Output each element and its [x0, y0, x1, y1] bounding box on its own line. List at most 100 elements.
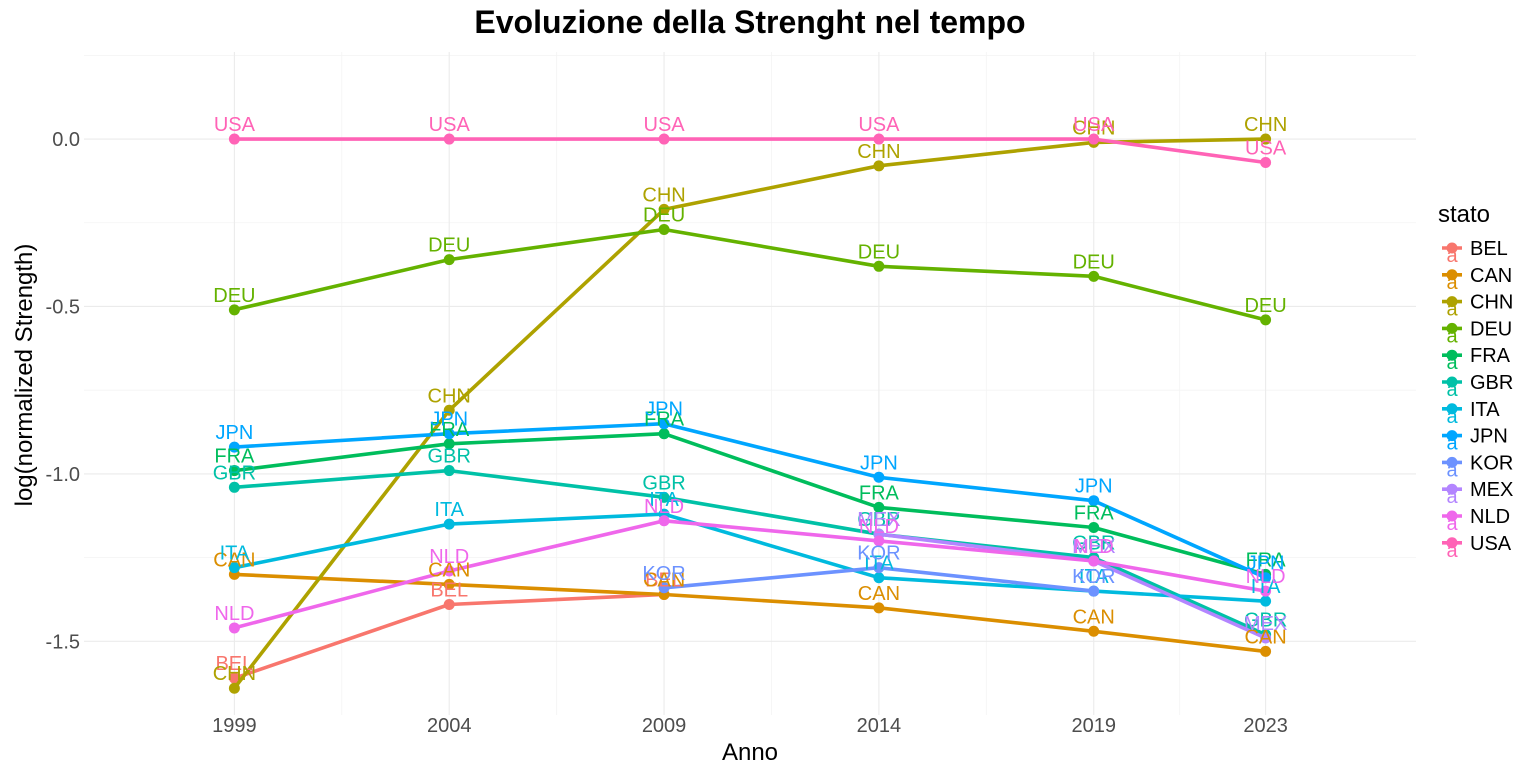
data-label: FRA: [214, 446, 255, 468]
data-point: [1088, 521, 1100, 533]
data-label: JPN: [215, 422, 253, 444]
legend-title: stato: [1438, 201, 1490, 228]
legend-label: JPN: [1470, 426, 1508, 448]
data-point: [443, 465, 455, 477]
series-line-fra: [232, 431, 1268, 577]
series-line-nld: [232, 518, 1268, 630]
legend-point-key: [1446, 510, 1458, 522]
legend-item-can: a CAN: [1442, 265, 1512, 294]
data-label: MEX: [857, 509, 900, 531]
series-line-deu: [232, 227, 1268, 322]
data-point: [873, 602, 885, 614]
data-label: ITA: [220, 543, 250, 565]
y-tick-label: 0.0: [52, 129, 80, 151]
data-point: [873, 535, 885, 547]
legend-item-nld: a NLD: [1442, 506, 1510, 535]
data-label: FRA: [1246, 549, 1287, 571]
data-label: NLD: [859, 516, 899, 538]
data-point: [658, 133, 670, 145]
data-label: ITA: [1079, 566, 1109, 588]
data-label: JPN: [1075, 476, 1113, 498]
data-label: MEX: [1072, 536, 1115, 558]
data-point: [443, 438, 455, 450]
data-point: [658, 223, 670, 235]
data-label: MEX: [1244, 613, 1287, 635]
data-point: [228, 133, 240, 145]
x-tick-label: 2014: [857, 715, 902, 737]
legend-text-key: a: [1446, 406, 1458, 428]
data-point: [228, 304, 240, 316]
data-point: [228, 672, 240, 684]
y-tick-label: -1.0: [46, 464, 80, 486]
data-point: [1260, 314, 1272, 326]
legend-text-key: a: [1446, 486, 1458, 508]
legend-label: KOR: [1470, 452, 1513, 474]
data-point: [1260, 133, 1272, 145]
legend-label: CHN: [1470, 292, 1513, 314]
series-line-gbr: [232, 468, 1268, 637]
data-label: JPN: [430, 409, 468, 431]
series-usa: [228, 133, 1272, 168]
legend-item-fra: a FRA: [1442, 345, 1511, 374]
data-label: CAN: [1073, 606, 1115, 628]
legend-text-key: a: [1446, 513, 1458, 535]
legend-point-key: [1446, 376, 1458, 388]
data-point: [1260, 645, 1272, 657]
data-label: NLD: [1074, 536, 1114, 558]
legend-text-key: a: [1446, 325, 1458, 347]
data-label: DEU: [1244, 295, 1286, 317]
data-label: KOR: [642, 563, 685, 585]
data-label: JPN: [1247, 553, 1285, 575]
data-label: BEL: [645, 569, 683, 591]
data-point: [873, 562, 885, 574]
series-deu: [228, 223, 1272, 326]
data-label: GBR: [1244, 610, 1287, 632]
legend-point-key: [1446, 269, 1458, 281]
data-point: [1260, 595, 1272, 607]
data-label: CHN: [1072, 117, 1115, 139]
series-jpn: [228, 418, 1272, 584]
legend-text-key: a: [1446, 379, 1458, 401]
data-label: CHN: [642, 184, 685, 206]
legend-label: GBR: [1470, 372, 1513, 394]
legend-point-key: [1446, 430, 1458, 442]
legend-point-key: [1446, 322, 1458, 334]
data-point: [443, 404, 455, 416]
legend-label: DEU: [1470, 318, 1512, 340]
data-point: [1260, 572, 1272, 584]
series-line-jpn: [232, 421, 1268, 580]
data-label: USA: [1073, 114, 1115, 136]
axes: 0.0 -0.5 -1.0 -1.5 1999 2004 2009 2014 2019 2023: [46, 129, 1288, 737]
legend-item-kor: a KOR: [1442, 452, 1513, 481]
data-label: NLD: [1246, 566, 1286, 588]
data-label: GBR: [1072, 533, 1115, 555]
legend-item-ita: a ITA: [1442, 399, 1500, 428]
data-label: NLD: [214, 603, 254, 625]
series-layer: [228, 133, 1272, 694]
series-kor: [658, 562, 1100, 597]
data-point: [873, 572, 885, 584]
legend-item-gbr: a GBR: [1442, 372, 1513, 401]
legend-text-key: a: [1446, 245, 1458, 267]
data-point: [443, 599, 455, 610]
data-label: USA: [644, 114, 686, 136]
data-point: [228, 682, 240, 694]
data-point: [228, 465, 240, 477]
data-point: [873, 471, 885, 483]
data-label: CAN: [858, 583, 900, 605]
data-point: [228, 562, 240, 574]
data-label: CHN: [213, 663, 256, 685]
data-label: GBR: [428, 446, 471, 468]
data-label: GBR: [213, 462, 256, 484]
x-tick-label: 2009: [642, 715, 687, 737]
data-label: FRA: [859, 482, 900, 504]
data-label: KOR: [1072, 566, 1115, 588]
data-point: [443, 254, 455, 266]
data-label: KOR: [857, 543, 900, 565]
legend-item-jpn: a JPN: [1442, 426, 1508, 455]
legend-item-chn: a CHN: [1442, 292, 1513, 321]
legend-point-key: [1446, 483, 1458, 495]
legend-label: FRA: [1470, 345, 1511, 367]
